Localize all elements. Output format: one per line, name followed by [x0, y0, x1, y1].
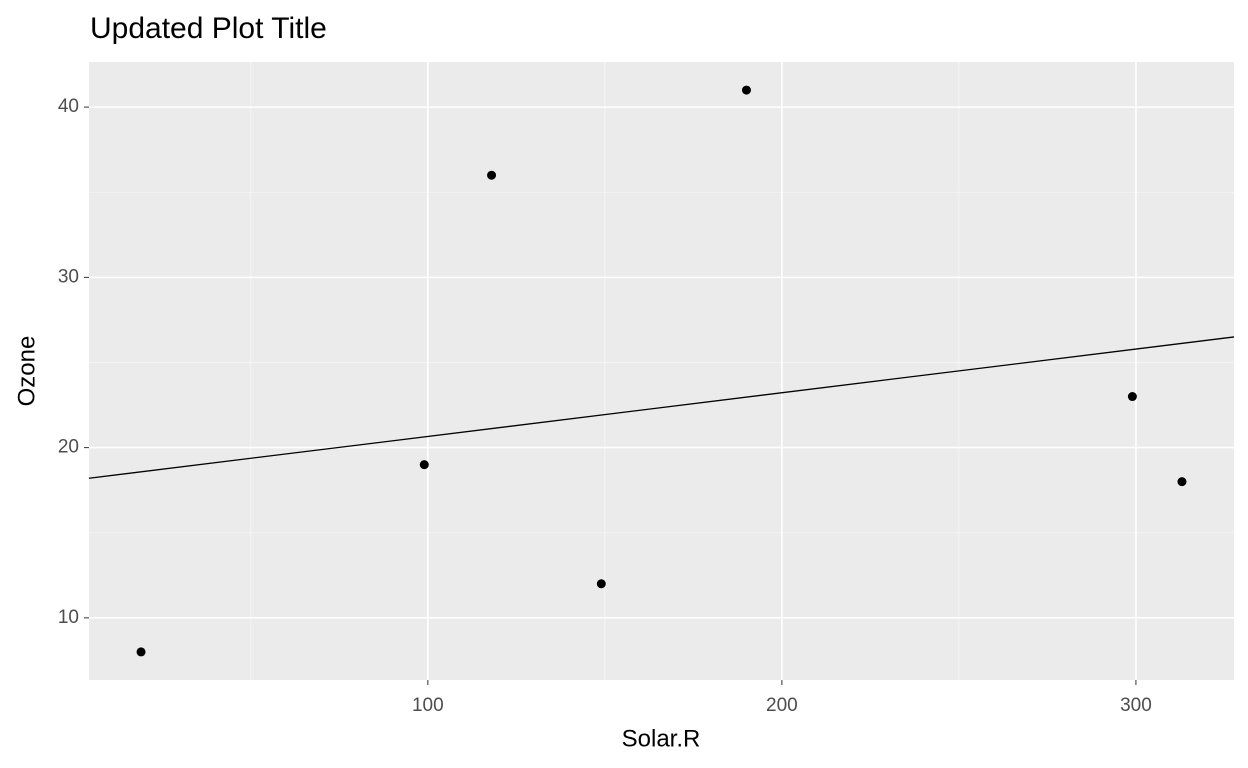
x-axis-title: Solar.R: [622, 725, 701, 752]
point: [596, 579, 606, 589]
trend-line: [88, 336, 1235, 479]
y-tick-label: 10: [58, 607, 79, 628]
point: [1177, 477, 1187, 487]
point: [487, 170, 497, 180]
y-axis-title: Ozone: [13, 336, 40, 407]
point: [741, 85, 751, 95]
x-tick-label: 300: [1120, 695, 1152, 716]
y-tick-label: 20: [58, 437, 79, 458]
point: [419, 460, 429, 470]
y-tick-label: 40: [58, 96, 79, 117]
y-tick-label: 30: [58, 266, 79, 287]
point: [136, 647, 146, 657]
x-tick-label: 200: [766, 695, 798, 716]
panel: [89, 62, 1234, 680]
chart-title: Updated Plot Title: [90, 12, 327, 45]
point: [1127, 392, 1137, 402]
x-tick-label: 100: [412, 695, 444, 716]
